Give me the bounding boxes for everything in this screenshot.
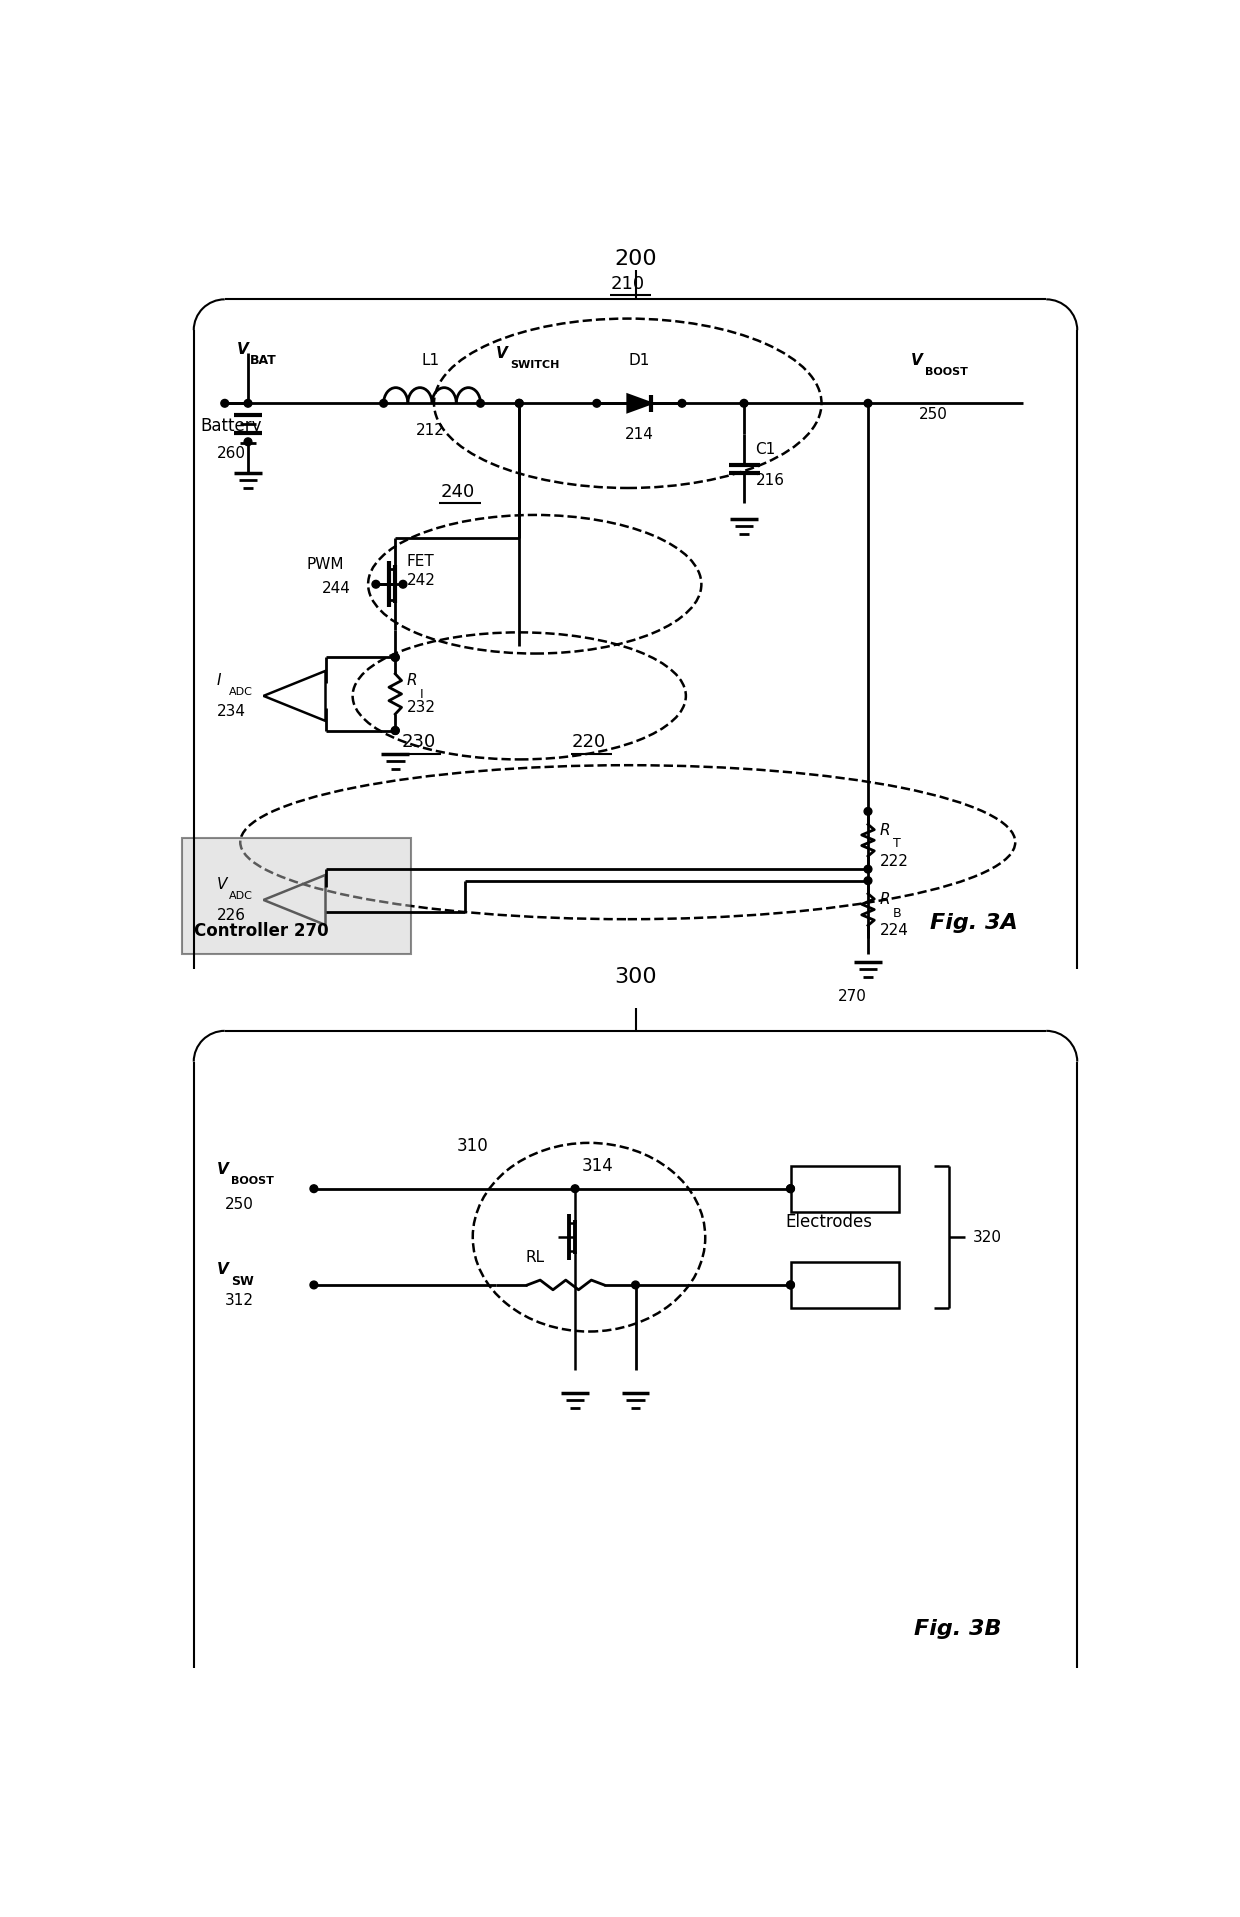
Text: T: T <box>893 838 900 851</box>
Text: 210: 210 <box>610 274 645 293</box>
Text: B: B <box>893 907 901 920</box>
Circle shape <box>244 437 252 445</box>
Circle shape <box>631 1281 640 1288</box>
Text: 260: 260 <box>217 447 246 460</box>
Text: Controller 270: Controller 270 <box>193 922 329 939</box>
Text: 312: 312 <box>224 1292 254 1307</box>
Circle shape <box>786 1281 795 1288</box>
Text: BOOST: BOOST <box>231 1175 274 1187</box>
Text: 314: 314 <box>582 1156 613 1175</box>
Circle shape <box>516 399 523 406</box>
Circle shape <box>392 727 399 734</box>
Circle shape <box>244 399 252 406</box>
Text: 250: 250 <box>919 406 947 422</box>
Text: L1: L1 <box>422 353 439 368</box>
Text: 230: 230 <box>402 732 435 751</box>
FancyBboxPatch shape <box>791 1166 899 1212</box>
Text: PWM: PWM <box>306 558 343 573</box>
Circle shape <box>372 581 379 589</box>
Circle shape <box>572 1185 579 1192</box>
Text: I: I <box>420 688 424 702</box>
Text: V: V <box>217 1261 228 1277</box>
Circle shape <box>310 1281 317 1288</box>
Circle shape <box>593 399 600 406</box>
Text: FET: FET <box>407 554 435 569</box>
Text: V: V <box>237 341 248 357</box>
Text: 220: 220 <box>572 732 606 751</box>
Text: 310: 310 <box>456 1137 489 1156</box>
Circle shape <box>476 399 485 406</box>
Circle shape <box>678 399 686 406</box>
Text: 212: 212 <box>415 424 445 437</box>
Text: 222: 222 <box>879 853 909 868</box>
Text: V: V <box>217 878 227 891</box>
Text: Electrodes: Electrodes <box>786 1213 873 1231</box>
Circle shape <box>864 807 872 815</box>
Text: R: R <box>879 822 890 838</box>
Circle shape <box>310 1185 317 1192</box>
Text: 300: 300 <box>614 966 657 987</box>
Text: Fig. 3B: Fig. 3B <box>915 1620 1002 1639</box>
Text: 214: 214 <box>625 427 653 441</box>
Circle shape <box>392 654 399 661</box>
Text: 232: 232 <box>407 700 436 715</box>
Text: ADC: ADC <box>228 686 253 698</box>
Text: RL: RL <box>526 1250 544 1265</box>
Circle shape <box>786 1281 795 1288</box>
Circle shape <box>864 876 872 884</box>
Circle shape <box>221 399 228 406</box>
Text: 244: 244 <box>321 581 351 596</box>
Text: SW: SW <box>231 1275 254 1288</box>
Text: 242: 242 <box>407 573 435 589</box>
Text: ADC: ADC <box>228 891 253 901</box>
Circle shape <box>392 727 399 734</box>
Text: V: V <box>496 345 507 360</box>
Text: 224: 224 <box>879 924 909 937</box>
Text: 216: 216 <box>755 473 785 487</box>
Text: SWITCH: SWITCH <box>510 360 559 370</box>
FancyBboxPatch shape <box>791 1261 899 1307</box>
Text: 270: 270 <box>838 989 867 1005</box>
Text: R: R <box>407 673 418 688</box>
Text: 234: 234 <box>217 704 246 719</box>
Text: 250: 250 <box>224 1196 254 1212</box>
Circle shape <box>392 654 399 661</box>
Text: V: V <box>910 353 923 368</box>
Text: R: R <box>879 893 890 907</box>
Text: V: V <box>217 1162 228 1177</box>
Polygon shape <box>627 395 651 412</box>
Text: 200: 200 <box>614 249 657 268</box>
Circle shape <box>379 399 387 406</box>
Circle shape <box>516 399 523 406</box>
Text: D1: D1 <box>629 353 650 368</box>
Text: 320: 320 <box>972 1229 1002 1244</box>
Text: Battery: Battery <box>200 418 262 435</box>
Circle shape <box>864 865 872 872</box>
Text: BOOST: BOOST <box>925 368 968 378</box>
Circle shape <box>786 1185 795 1192</box>
Text: I: I <box>217 673 222 688</box>
Text: 240: 240 <box>440 483 475 500</box>
Text: Fig. 3A: Fig. 3A <box>930 912 1018 934</box>
FancyBboxPatch shape <box>182 838 410 955</box>
Text: C1: C1 <box>755 443 776 456</box>
Circle shape <box>740 399 748 406</box>
Text: 226: 226 <box>217 909 246 922</box>
Text: BAT: BAT <box>249 355 277 368</box>
Circle shape <box>786 1185 795 1192</box>
Circle shape <box>864 399 872 406</box>
Circle shape <box>399 581 407 589</box>
